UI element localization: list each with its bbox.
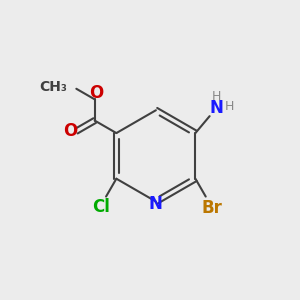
Text: H: H xyxy=(211,90,221,103)
Text: H: H xyxy=(224,100,234,113)
Text: CH₃: CH₃ xyxy=(40,80,68,94)
Text: Cl: Cl xyxy=(92,198,110,216)
Text: Br: Br xyxy=(201,199,222,217)
Text: O: O xyxy=(89,84,103,102)
Text: N: N xyxy=(210,99,224,117)
Text: O: O xyxy=(63,122,77,140)
Text: N: N xyxy=(149,196,163,214)
